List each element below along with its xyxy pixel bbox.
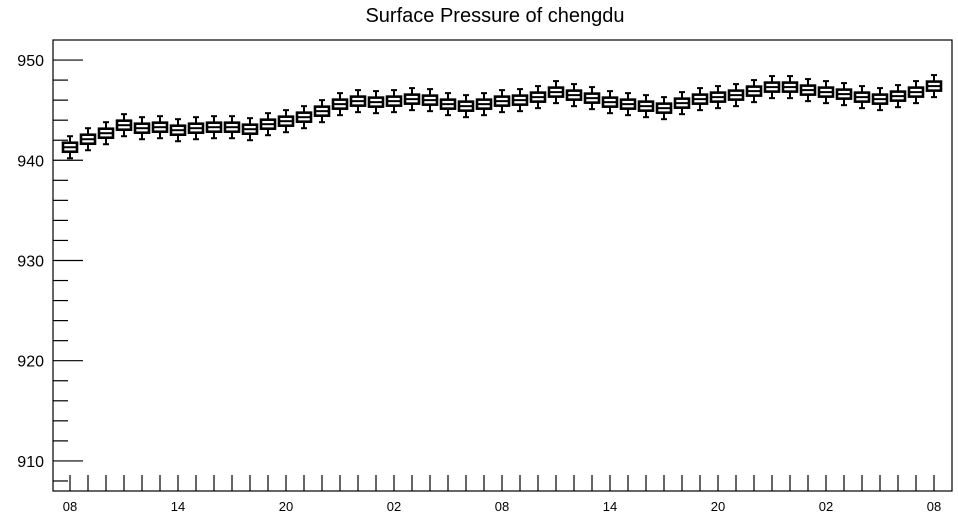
box-18: [385, 89, 403, 114]
x-tick-label: 14: [171, 499, 185, 514]
x-tick-label: 02: [387, 499, 401, 514]
box-10: [241, 117, 259, 142]
box-48: [925, 74, 943, 99]
box-24: [493, 89, 511, 114]
box-40: [781, 75, 799, 100]
box-4: [133, 116, 151, 141]
box-41: [799, 78, 817, 103]
box-17: [367, 90, 385, 115]
box-31: [619, 92, 637, 117]
y-tick-label: 910: [17, 454, 44, 471]
x-tick-label: 08: [927, 499, 941, 514]
plot-axes: 910 920 930 940 950 08 14 20 02 08 14 20 02 08: [17, 39, 953, 514]
y-tick-label: 930: [17, 253, 44, 270]
box-22: [457, 94, 475, 119]
box-36: [709, 85, 727, 110]
box-30: [601, 90, 619, 115]
box-20: [421, 88, 439, 113]
box-8: [205, 115, 223, 140]
box-0: [61, 135, 79, 160]
box-15: [331, 92, 349, 117]
box-43: [835, 82, 853, 107]
box-27: [547, 80, 565, 105]
box-47: [907, 80, 925, 105]
box-46: [889, 84, 907, 109]
x-tick-label: 20: [279, 499, 293, 514]
x-tick-label: 14: [603, 499, 617, 514]
box-9: [223, 115, 241, 140]
x-tick-label: 08: [63, 499, 77, 514]
x-tick-label: 02: [819, 499, 833, 514]
box-34: [673, 91, 691, 116]
box-7: [187, 116, 205, 141]
box-12: [277, 109, 295, 134]
box-1: [79, 127, 97, 152]
box-35: [691, 87, 709, 112]
y-tick-label: 920: [17, 354, 44, 371]
box-16: [349, 89, 367, 114]
box-38: [745, 79, 763, 104]
box-23: [475, 92, 493, 117]
x-tick-label: 08: [495, 499, 509, 514]
box-21: [439, 92, 457, 117]
box-13: [295, 105, 313, 130]
box-26: [529, 85, 547, 110]
box-2: [97, 121, 115, 146]
box-45: [871, 87, 889, 112]
x-tick-label: 20: [711, 499, 725, 514]
box-37: [727, 83, 745, 108]
box-29: [583, 86, 601, 111]
box-42: [817, 80, 835, 105]
box-19: [403, 87, 421, 112]
y-tick-label: 940: [17, 153, 44, 170]
box-14: [313, 99, 331, 124]
box-11: [259, 112, 277, 137]
box-39: [763, 75, 781, 100]
box-44: [853, 85, 871, 110]
box-32: [637, 94, 655, 119]
box-28: [565, 83, 583, 108]
box-5: [151, 115, 169, 140]
box-33: [655, 96, 673, 121]
chart-title: Surface Pressure of chengdu: [365, 5, 624, 27]
box-3: [115, 113, 133, 138]
y-tick-label: 950: [17, 53, 44, 70]
box-series: [61, 74, 943, 160]
box-6: [169, 118, 187, 143]
box-25: [511, 88, 529, 113]
